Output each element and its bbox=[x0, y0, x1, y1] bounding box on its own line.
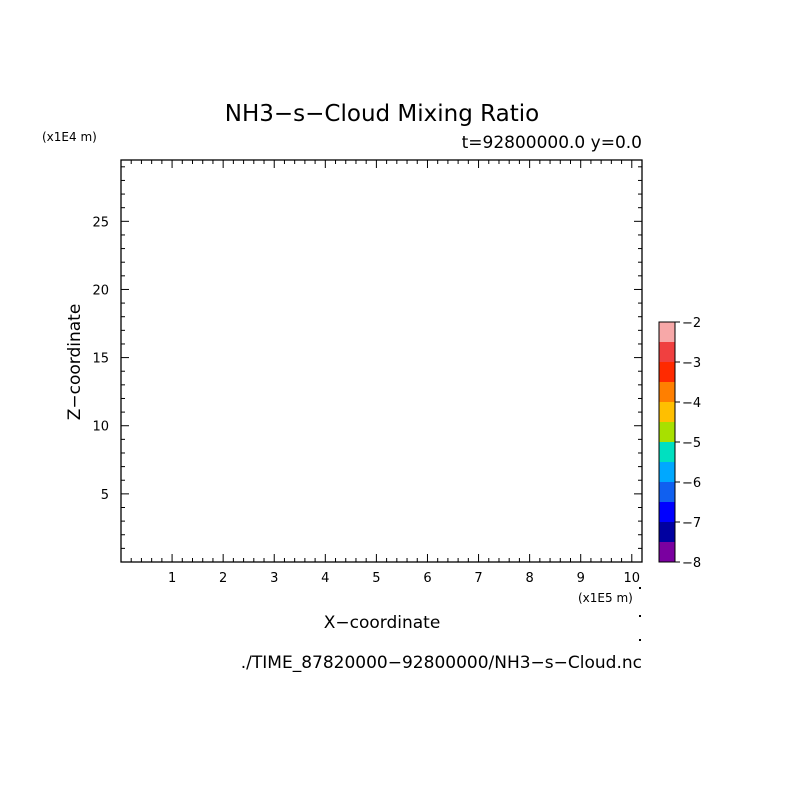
colorbar-tick-label: −4 bbox=[682, 396, 701, 411]
x-tick-label: 7 bbox=[474, 571, 482, 586]
stray-marks bbox=[639, 587, 641, 641]
y-tick-label: 20 bbox=[92, 283, 109, 298]
x-tick-label: 3 bbox=[270, 571, 278, 586]
colorbar-swatch bbox=[659, 382, 675, 402]
colorbar-swatch bbox=[659, 522, 675, 542]
x-tick-label: 10 bbox=[624, 571, 641, 586]
y-tick-label: 5 bbox=[101, 488, 109, 503]
x-tick-label: 5 bbox=[372, 571, 380, 586]
stray-dot bbox=[639, 639, 641, 641]
y-tick-label: 25 bbox=[92, 215, 109, 230]
colorbar-tick-label: −2 bbox=[682, 316, 701, 331]
x-tick-label: 9 bbox=[577, 571, 585, 586]
x-axis-label: X−coordinate bbox=[324, 613, 441, 633]
colorbar-swatch bbox=[659, 442, 675, 462]
plot-frame bbox=[120, 159, 643, 563]
plot-area: 1 2 3 4 5 6 7 8 9 10 5 10 15 20 25 bbox=[92, 159, 643, 586]
colorbar-tick-label: −6 bbox=[682, 476, 701, 491]
y-axis-label: Z−coordinate bbox=[65, 304, 85, 421]
colorbar-tick-label: −3 bbox=[682, 356, 701, 371]
x-tick-label: 2 bbox=[219, 571, 227, 586]
chart-subtitle: t=92800000.0 y=0.0 bbox=[462, 133, 642, 153]
chart-title: NH3−s−Cloud Mixing Ratio bbox=[225, 101, 539, 127]
colorbar-swatch bbox=[659, 342, 675, 362]
x-tick-label: 8 bbox=[525, 571, 533, 586]
stray-dot bbox=[639, 615, 641, 617]
stray-dot bbox=[639, 587, 641, 589]
x-axis-unit: (x1E5 m) bbox=[578, 591, 633, 605]
colorbar-swatch bbox=[659, 542, 675, 562]
colorbar-tick-label: −7 bbox=[682, 516, 701, 531]
colorbar-tick-label: −8 bbox=[682, 556, 701, 571]
colorbar-swatch bbox=[659, 502, 675, 522]
x-axis: 1 2 3 4 5 6 7 8 9 10 bbox=[130, 160, 641, 586]
y-axis-unit: (x1E4 m) bbox=[42, 130, 97, 144]
y-axis: 5 10 15 20 25 bbox=[92, 166, 642, 549]
colorbar-swatch bbox=[659, 462, 675, 482]
colorbar-swatch bbox=[659, 402, 675, 422]
colorbar-tick-label: −5 bbox=[682, 436, 701, 451]
colorbar-swatch bbox=[659, 362, 675, 382]
colorbar-swatch bbox=[659, 322, 675, 342]
colorbar: −2 −3 −4 −5 −6 −7 −8 bbox=[658, 316, 701, 571]
colorbar-swatch bbox=[659, 422, 675, 442]
y-tick-label: 15 bbox=[92, 352, 109, 367]
y-tick-label: 10 bbox=[92, 420, 109, 435]
x-tick-label: 1 bbox=[168, 571, 176, 586]
x-tick-label: 6 bbox=[423, 571, 431, 586]
source-file-path: ./TIME_87820000−92800000/NH3−s−Cloud.nc bbox=[241, 653, 642, 673]
x-tick-label: 4 bbox=[321, 571, 329, 586]
colorbar-swatch bbox=[659, 482, 675, 502]
